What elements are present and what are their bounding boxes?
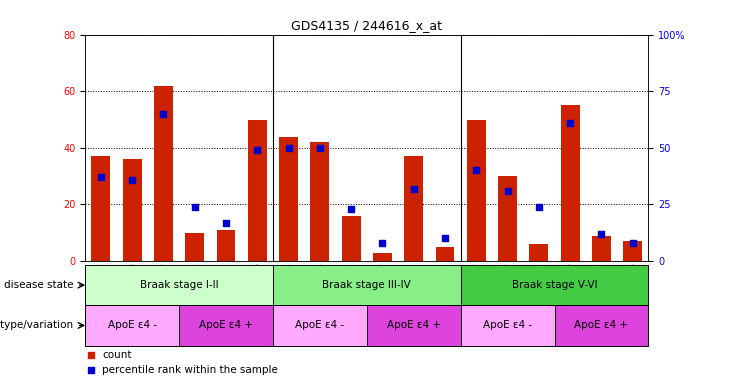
Text: ApoE ε4 -: ApoE ε4 - [107,320,156,331]
Point [282,145,294,151]
Bar [273,265,461,305]
Bar [179,305,273,346]
Point [471,167,482,174]
Point [502,188,514,194]
Point [439,235,451,242]
Point [314,145,326,151]
Bar [342,216,361,261]
Bar [461,265,648,305]
Bar [530,244,548,261]
Title: GDS4135 / 244616_x_at: GDS4135 / 244616_x_at [291,19,442,32]
Bar [405,156,423,261]
Bar [216,230,236,261]
Point [596,231,608,237]
Bar [185,233,204,261]
Bar [248,119,267,261]
Point [412,134,424,140]
Point [564,120,576,126]
Point [189,204,201,210]
Text: ApoE ε4 -: ApoE ε4 - [483,320,532,331]
Point [220,220,232,226]
Point [251,147,263,153]
Text: Braak stage III-IV: Braak stage III-IV [322,280,411,290]
Bar [85,265,273,305]
Text: Braak stage I-II: Braak stage I-II [140,280,219,290]
Text: disease state: disease state [4,280,74,290]
Bar [554,305,648,346]
Text: count: count [102,350,132,360]
Bar [623,241,642,261]
Point [95,174,107,180]
Point [376,240,388,246]
Bar [91,156,110,261]
Text: ApoE ε4 +: ApoE ε4 + [387,320,441,331]
Text: ApoE ε4 -: ApoE ε4 - [296,320,345,331]
Point [126,177,138,183]
Bar [123,159,142,261]
Bar [461,305,554,346]
Bar [367,305,461,346]
Text: Braak stage V-VI: Braak stage V-VI [512,280,597,290]
Point [408,185,419,192]
Point [533,204,545,210]
Bar [279,137,298,261]
Bar [436,247,454,261]
Bar [498,176,517,261]
Bar [561,105,579,261]
Bar [592,236,611,261]
Point [412,272,424,278]
Text: ApoE ε4 +: ApoE ε4 + [574,320,628,331]
Bar [373,253,392,261]
Point [158,111,170,117]
Point [627,240,639,246]
Bar [154,86,173,261]
Bar [467,119,485,261]
Bar [310,142,329,261]
Bar [273,305,367,346]
Point [345,206,357,212]
Text: ApoE ε4 +: ApoE ε4 + [199,320,253,331]
Text: percentile rank within the sample: percentile rank within the sample [102,366,278,376]
Bar [85,305,179,346]
Text: genotype/variation: genotype/variation [0,320,74,331]
